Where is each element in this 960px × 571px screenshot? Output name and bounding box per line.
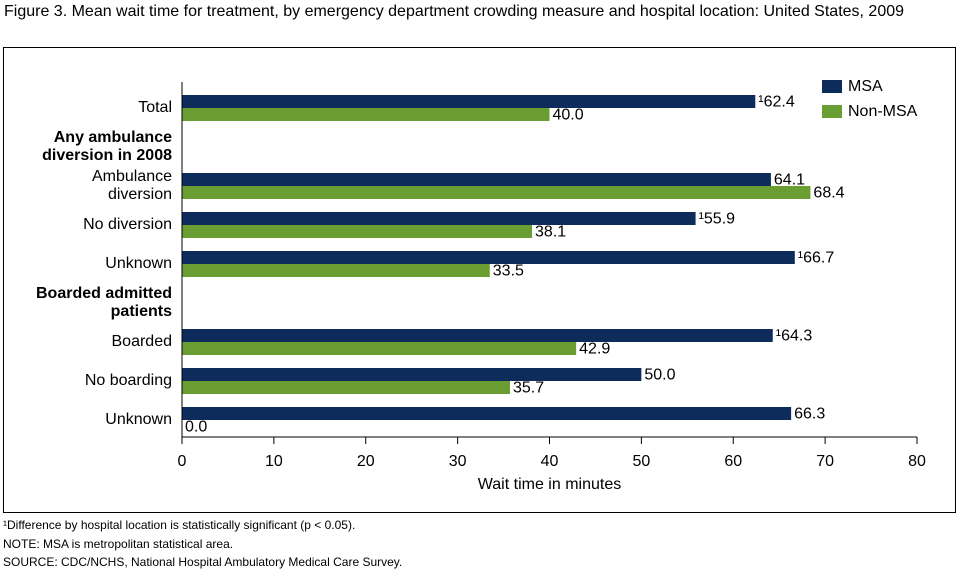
category-label: No boarding: [84, 372, 172, 389]
bar: [182, 342, 577, 355]
bar: [182, 108, 550, 121]
group-label: Any ambulance diversion in 2008: [42, 129, 172, 164]
legend-swatch: [822, 105, 842, 118]
category-label: Unknown: [105, 411, 172, 428]
x-tick-label: 0: [178, 453, 187, 470]
bar: [182, 212, 696, 225]
category-label: Ambulance diversion: [91, 168, 172, 203]
bar: [182, 225, 533, 238]
category-label: Total: [138, 99, 172, 116]
x-tick-label: 40: [541, 453, 559, 470]
x-tick-label: 10: [265, 453, 283, 470]
value-label: 33.5: [493, 263, 524, 280]
value-label: ¹64.3: [776, 328, 813, 345]
bar: [182, 264, 490, 277]
x-tick-label: 70: [816, 453, 834, 470]
category-label: No diversion: [83, 216, 172, 233]
x-tick-label: 50: [632, 453, 650, 470]
bar: [182, 95, 756, 108]
value-label: ¹62.4: [758, 94, 795, 111]
value-label: 0.0: [185, 419, 207, 436]
value-label: 40.0: [553, 107, 584, 124]
legend-label: Non-MSA: [848, 103, 918, 120]
bar: [182, 407, 792, 420]
x-tick-label: 80: [908, 453, 926, 470]
value-label: 42.9: [579, 341, 610, 358]
value-label: 68.4: [813, 185, 844, 202]
footnote: NOTE: MSA is metropolitan statistical ar…: [3, 536, 234, 551]
group-label: Boarded admitted patients: [35, 285, 172, 320]
category-label: Boarded: [111, 333, 173, 350]
bar: [182, 173, 771, 186]
chart-title: Figure 3. Mean wait time for treatment, …: [4, 3, 905, 20]
chart-frame: [3, 47, 956, 513]
legend-label: MSA: [848, 78, 883, 95]
footnote: SOURCE: CDC/NCHS, National Hospital Ambu…: [3, 555, 403, 569]
bar: [182, 329, 773, 342]
value-label: ¹55.9: [699, 211, 736, 228]
x-tick-label: 20: [357, 453, 375, 470]
bar: [182, 381, 510, 394]
x-axis-label: Wait time in minutes: [478, 476, 621, 493]
bar: [182, 186, 811, 199]
value-label: 50.0: [644, 367, 675, 384]
value-label: ¹66.7: [798, 250, 835, 267]
value-label: 66.3: [794, 406, 825, 423]
value-label: 64.1: [774, 172, 805, 189]
category-label: Unknown: [105, 255, 172, 272]
x-tick-label: 60: [724, 453, 742, 470]
bar: [182, 251, 795, 264]
value-label: 35.7: [513, 380, 544, 397]
footnote: ¹Difference by hospital location is stat…: [3, 518, 356, 532]
x-tick-label: 30: [449, 453, 467, 470]
bar: [182, 368, 642, 381]
value-label: 38.1: [535, 224, 566, 241]
legend-swatch: [822, 80, 842, 93]
